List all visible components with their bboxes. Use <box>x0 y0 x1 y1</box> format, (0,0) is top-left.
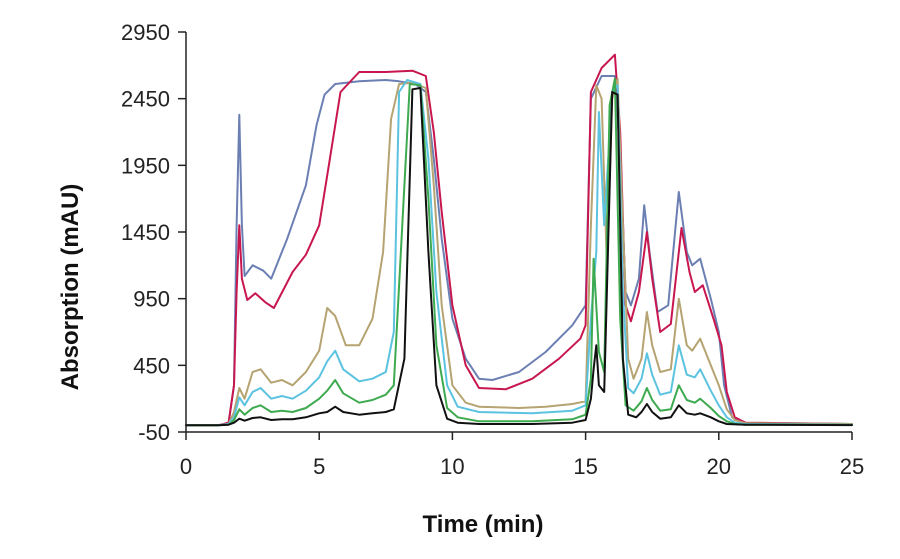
x-tick-label: 0 <box>180 454 192 479</box>
y-tick-label: 2950 <box>121 20 170 45</box>
y-tick-label: 1450 <box>121 220 170 245</box>
series-line-5 <box>185 77 853 427</box>
x-tick-label: 25 <box>840 454 864 479</box>
x-tick-label: 15 <box>573 454 597 479</box>
x-tick-label: 20 <box>707 454 731 479</box>
series-line-1 <box>185 75 853 427</box>
series-layer <box>185 53 853 427</box>
series-line-3 <box>185 77 853 427</box>
y-axis-title: Absorption (mAU) <box>57 184 84 391</box>
y-tick-label: 950 <box>133 287 170 312</box>
y-tick-label: 450 <box>133 353 170 378</box>
series-line-2 <box>185 53 853 427</box>
x-tick-label: 10 <box>440 454 464 479</box>
y-tick-label: 2450 <box>121 87 170 112</box>
x-tick-label: 5 <box>313 454 325 479</box>
y-tick-label: 1950 <box>121 153 170 178</box>
y-tick-label: -50 <box>138 420 170 445</box>
x-axis-title: Time (min) <box>423 511 544 538</box>
series-line-6 <box>185 87 853 427</box>
series-line-4 <box>185 79 853 427</box>
ticks-layer: -50 450 950 1450 1950 2450 2950 0 5 10 15 20 25 <box>121 20 864 479</box>
